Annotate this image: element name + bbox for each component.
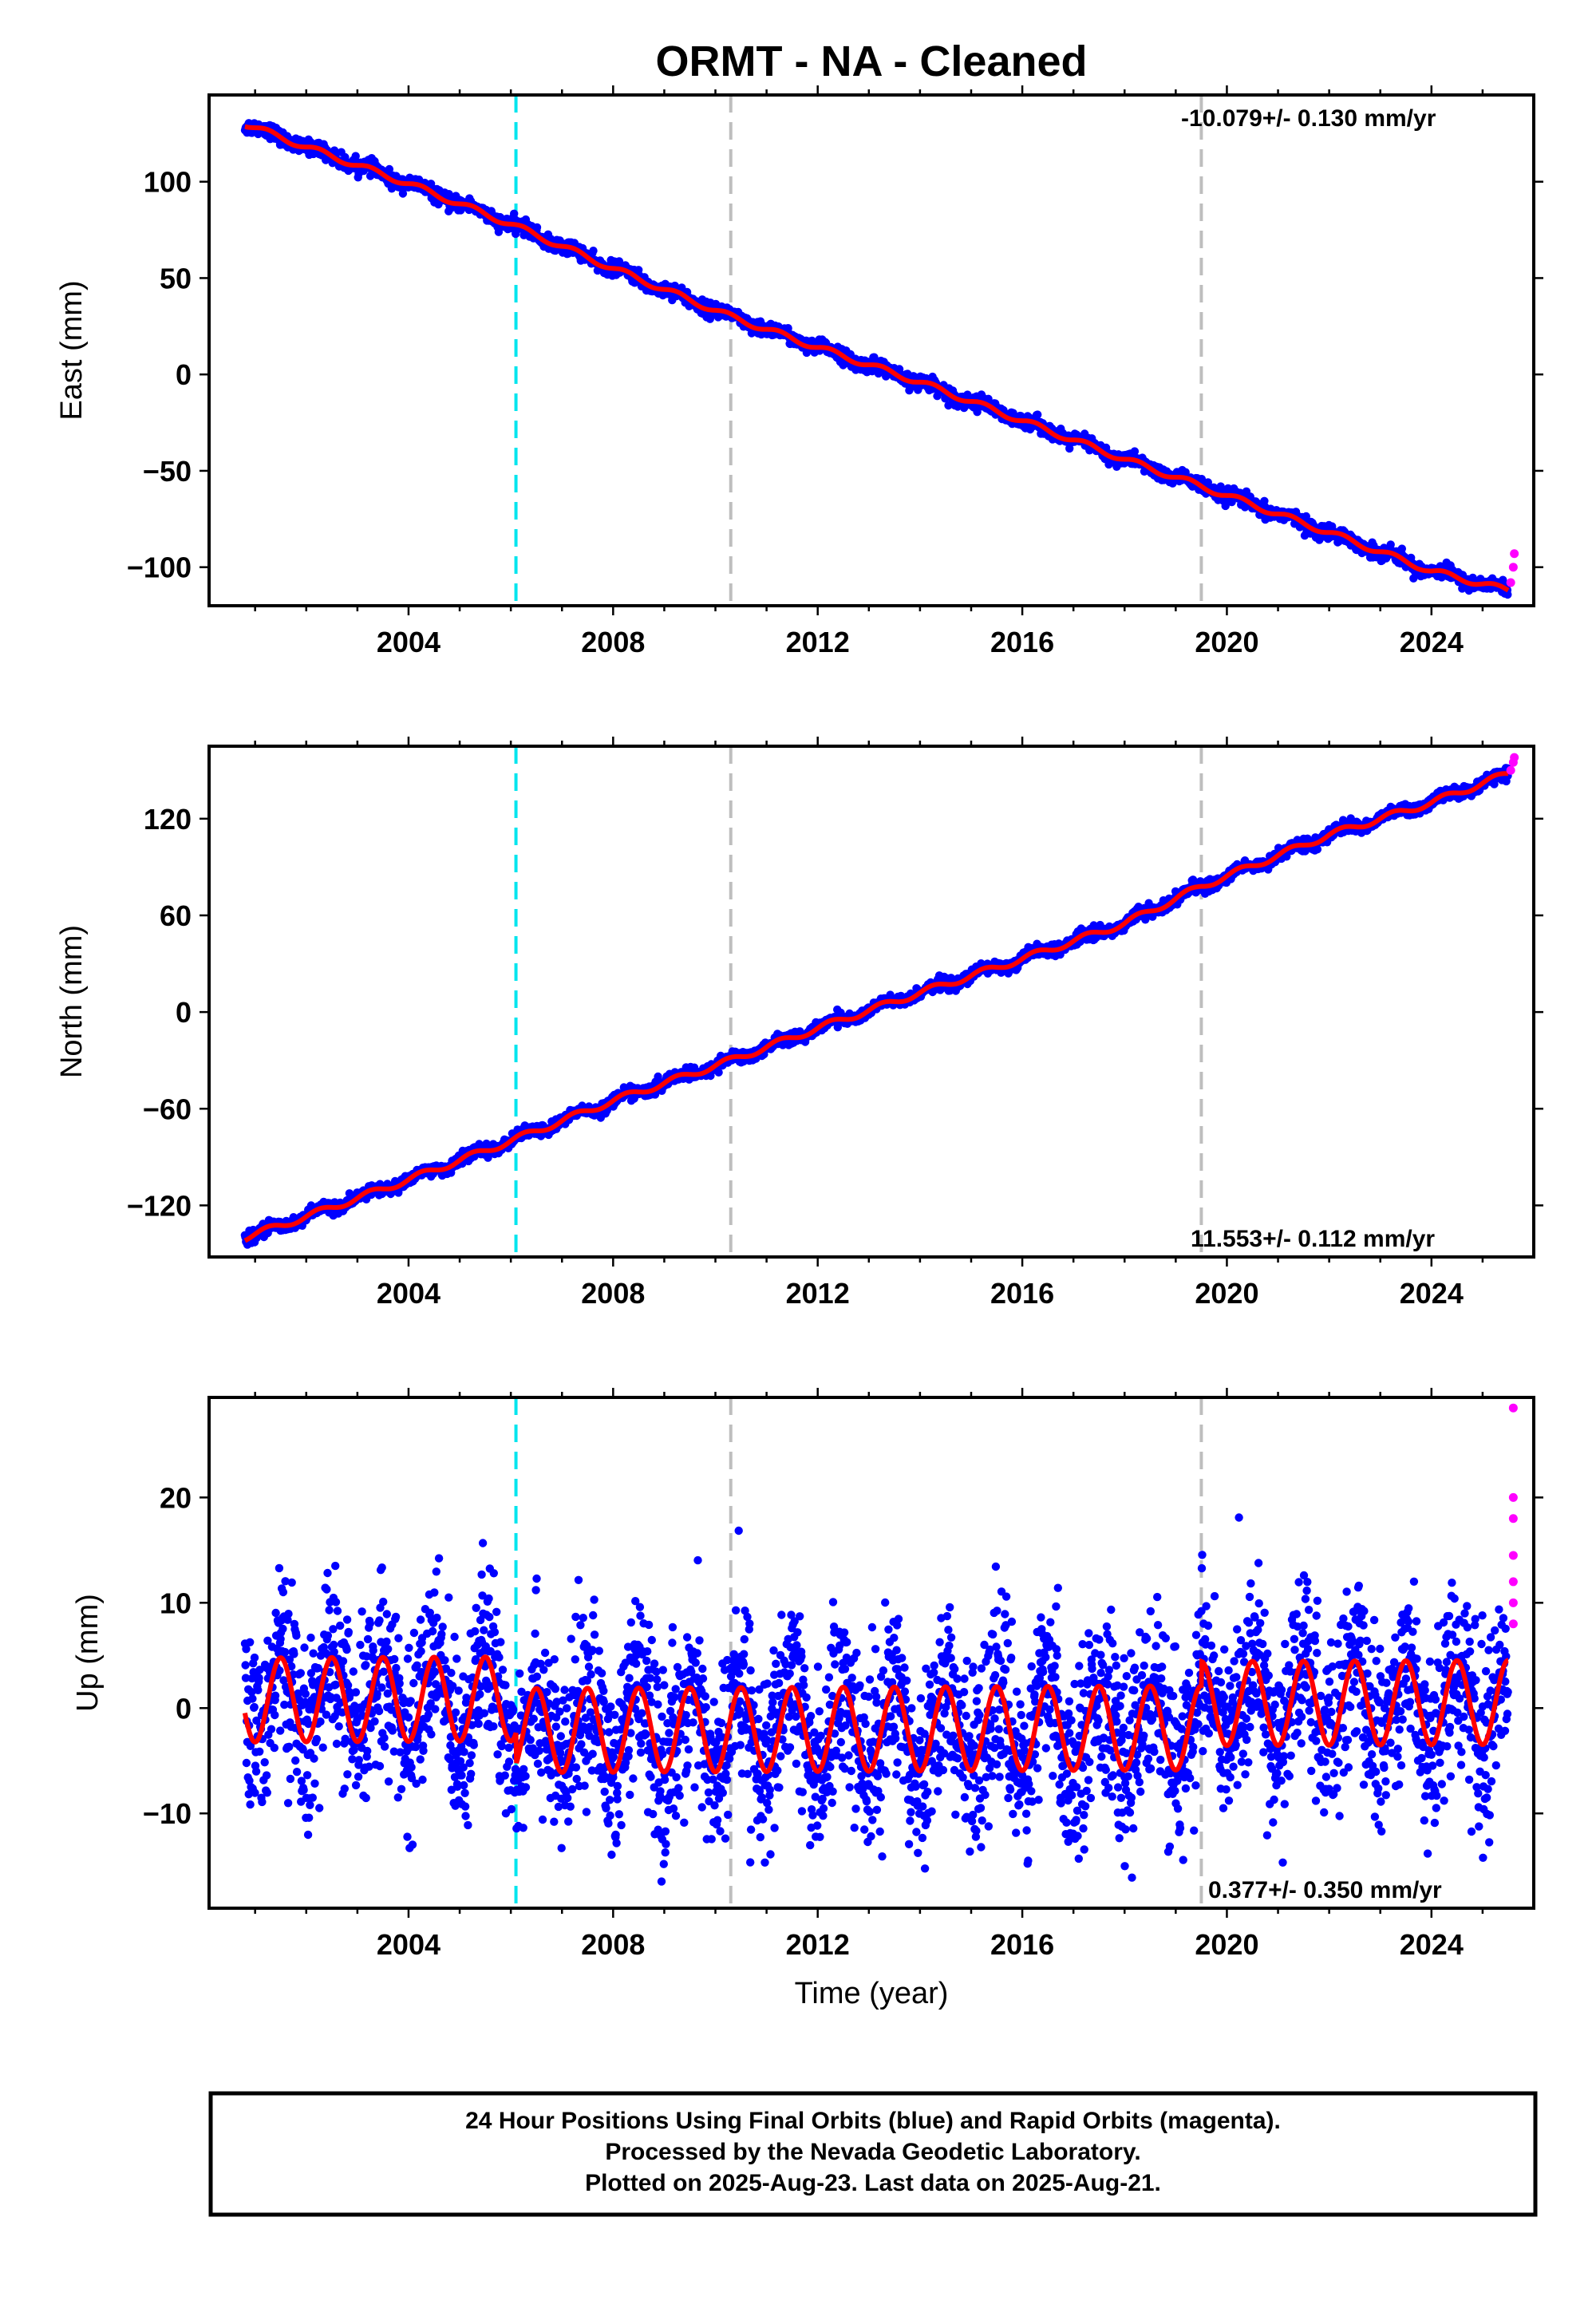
east-x-tick-label: 2024: [1400, 626, 1464, 658]
east-final-point: [1227, 497, 1236, 507]
east-plot-area: [240, 95, 1519, 606]
north-final-point: [1313, 845, 1322, 854]
north-final-point: [714, 1068, 723, 1077]
east-y-tick-label: 50: [160, 262, 192, 294]
east-final-point: [1130, 447, 1140, 456]
east-x-tick-label: 2004: [377, 626, 440, 658]
east-data-group: [240, 95, 1519, 606]
page-title: ORMT - NA - Cleaned: [655, 38, 1087, 85]
east-rapid-point: [1508, 563, 1518, 572]
east-final-point: [385, 164, 394, 174]
east-final-point: [984, 394, 993, 403]
east-final-point: [973, 408, 982, 417]
east-final-point: [532, 223, 542, 232]
east-final-point: [784, 324, 792, 333]
east-x-tick-label: 2008: [581, 626, 645, 658]
north-data-group: [240, 746, 1519, 1257]
east-final-point: [351, 152, 360, 160]
east-y-tick-label: 0: [176, 358, 192, 391]
east-y-tick-label: 100: [144, 166, 192, 199]
east-x-tick-label: 2020: [1195, 626, 1258, 658]
east-rapid-point: [1510, 549, 1519, 559]
east-rapid-orbit-points: [1506, 549, 1519, 587]
east-axis-label: East (mm): [55, 280, 89, 420]
east-final-point: [1221, 501, 1230, 511]
east-ticks: 2004 2008 2012 2016 2020 2024 100 50 0 −50 −100: [127, 85, 1543, 658]
east-final-point: [1033, 410, 1042, 419]
east-rate-label: -10.079+/- 0.130 mm/yr: [1181, 105, 1436, 132]
east-final-point: [494, 227, 504, 236]
east-panel: 2004 2008 2012 2016 2020 2024 100 50 0 −50 −100 Ea…: [55, 85, 1543, 658]
north-plot-area: [240, 746, 1519, 1257]
east-x-tick-label: 2012: [786, 626, 850, 658]
east-final-point: [1503, 590, 1512, 599]
east-final-point: [589, 247, 598, 255]
east-y-tick-label: −100: [127, 551, 192, 584]
east-x-tick-label: 2016: [990, 626, 1054, 658]
east-y-tick-label: −50: [143, 455, 192, 488]
east-rapid-point: [1506, 578, 1515, 587]
east-final-point: [1065, 444, 1074, 453]
